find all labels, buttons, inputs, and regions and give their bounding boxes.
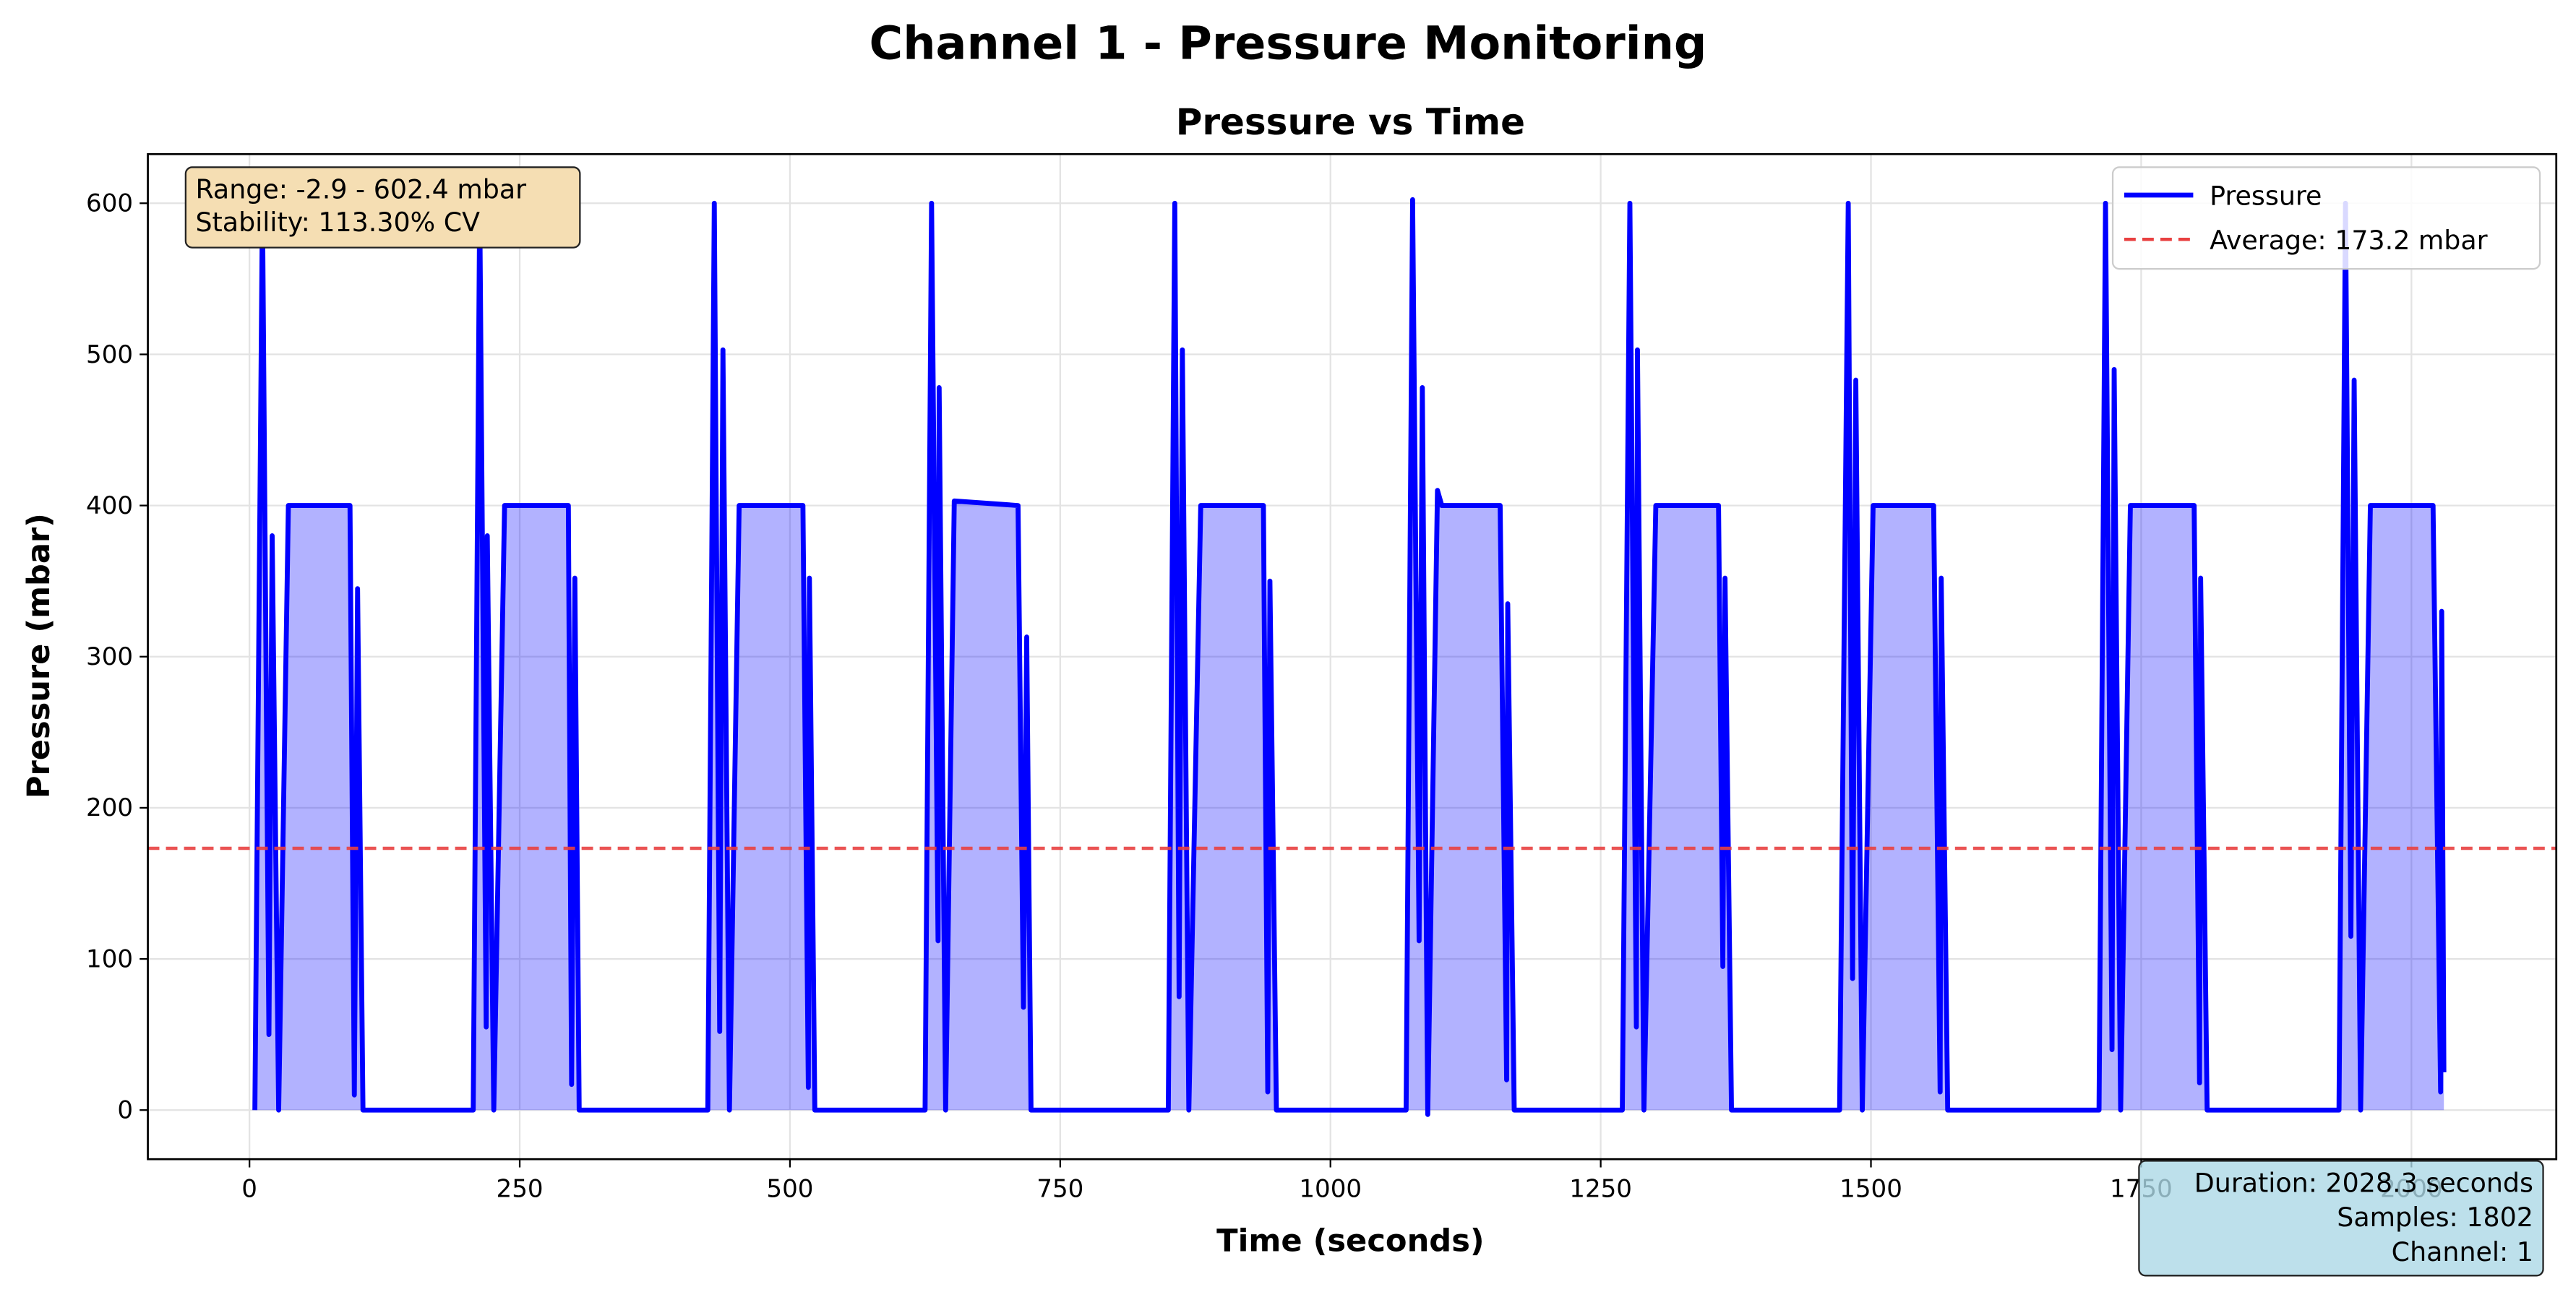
stats-text: Stability: 113.30% CV — [195, 207, 480, 238]
legend-label: Pressure — [2210, 181, 2322, 212]
stats-text: Range: -2.9 - 602.4 mbar — [195, 174, 526, 205]
data-line — [252, 197, 2447, 1117]
x-tick-label: 1250 — [1569, 1174, 1632, 1203]
x-tick-label: 750 — [1036, 1174, 1083, 1203]
y-axis-label: Pressure (mbar) — [21, 513, 57, 798]
info-text: Duration: 2028.3 seconds — [2194, 1168, 2533, 1199]
info-text: Channel: 1 — [2392, 1236, 2533, 1267]
y-tick-label: 300 — [86, 642, 133, 671]
area-fill — [254, 199, 2444, 1115]
legend — [2111, 166, 2541, 270]
y-tick-label: 100 — [86, 944, 133, 973]
y-tick-label: 600 — [86, 189, 133, 218]
info-text: Samples: 1802 — [2337, 1202, 2533, 1233]
chart-title: Pressure vs Time — [1176, 101, 1525, 143]
x-axis-label: Time (seconds) — [1216, 1223, 1484, 1259]
info-box — [2138, 1160, 2544, 1277]
ticks: 0250500750100012501500175020000100200300… — [86, 189, 2443, 1204]
y-tick-label: 0 — [117, 1096, 133, 1125]
legend-label: Average: 173.2 mbar — [2210, 225, 2488, 256]
y-tick-label: 400 — [86, 491, 133, 520]
x-tick-label: 1500 — [1839, 1174, 1902, 1203]
figure-title: Channel 1 - Pressure Monitoring — [870, 17, 1707, 70]
y-tick-label: 500 — [86, 340, 133, 369]
x-tick-label: 500 — [766, 1174, 813, 1203]
x-tick-label: 1000 — [1299, 1174, 1362, 1203]
stats-box — [184, 166, 581, 249]
x-tick-label: 0 — [241, 1174, 257, 1203]
y-tick-label: 200 — [86, 793, 133, 822]
x-tick-label: 250 — [497, 1174, 544, 1203]
plot-area — [147, 197, 2556, 1117]
